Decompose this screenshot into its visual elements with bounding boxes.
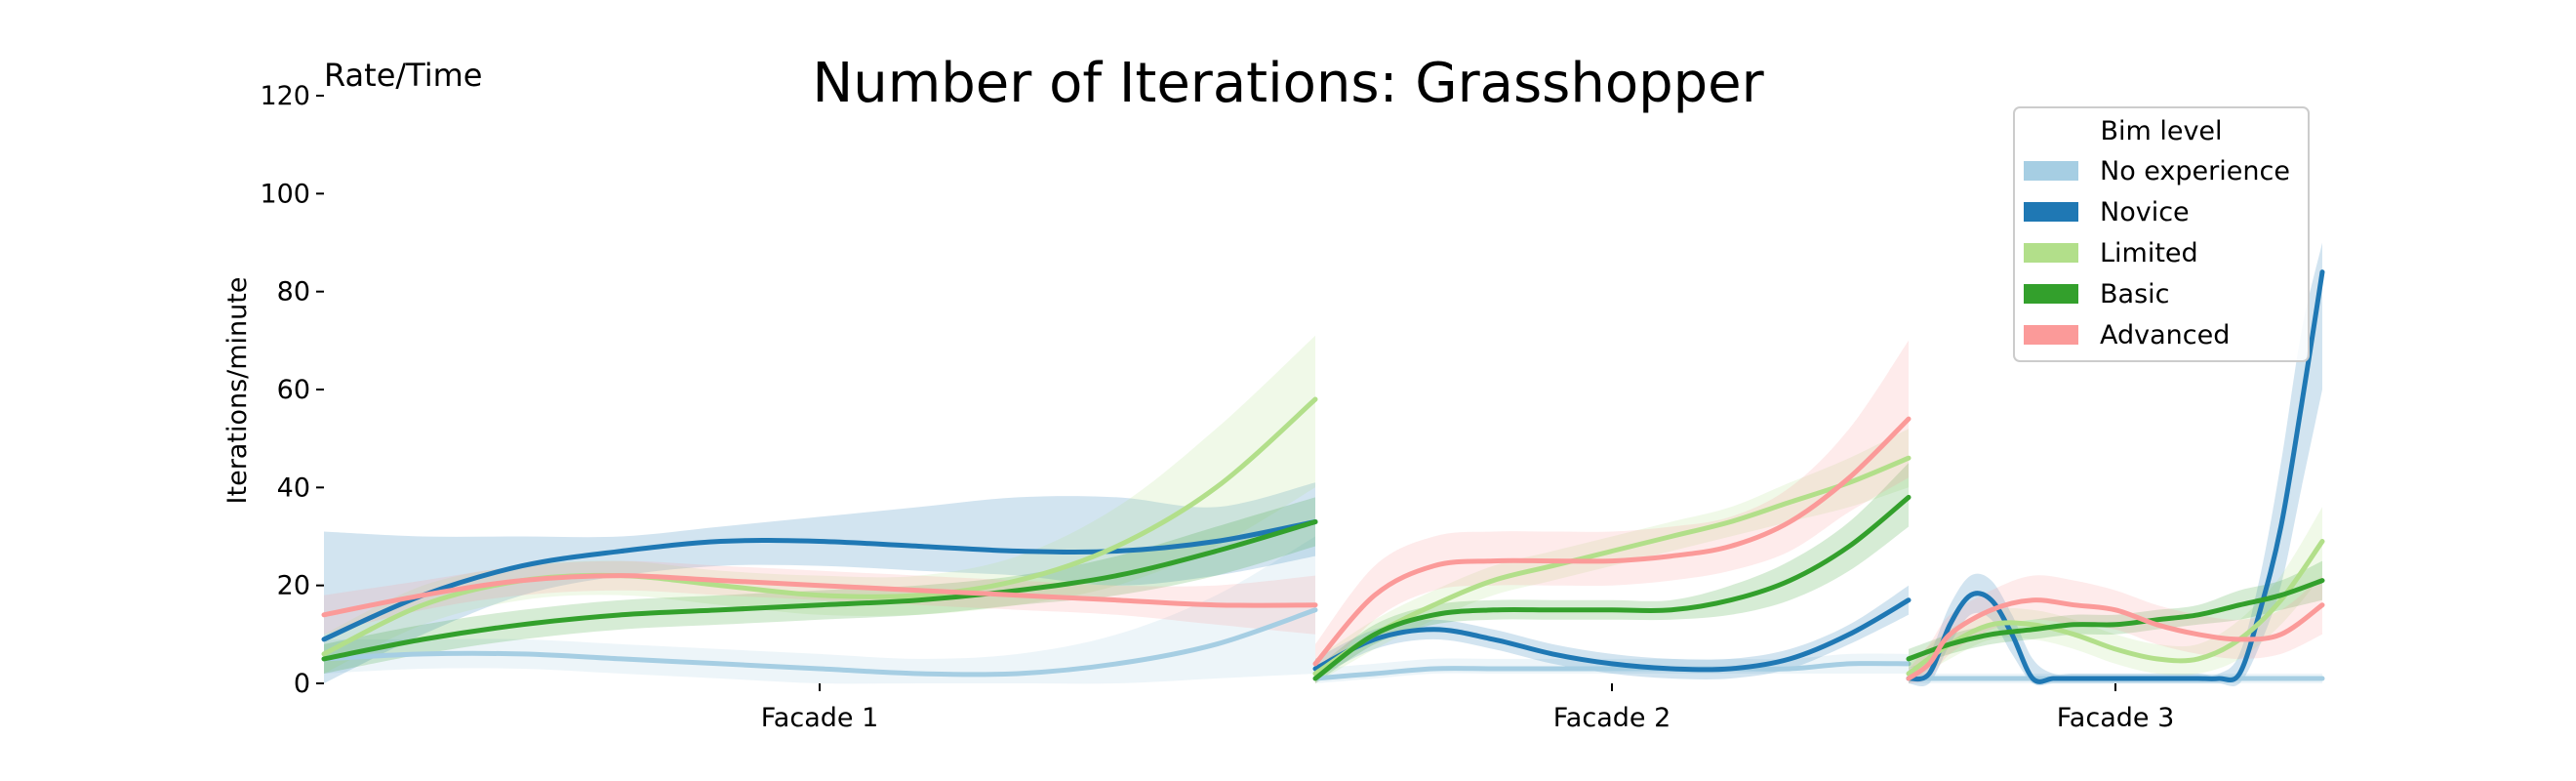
ci-band [1315,340,1909,683]
y-tick-label: 40 [277,473,310,503]
legend-item: Limited [2100,238,2198,268]
legend-swatch [2024,325,2078,345]
y-tick-label: 20 [277,571,310,601]
legend-swatch [2024,202,2078,222]
legend-swatch [2024,243,2078,263]
ci-band [1315,429,1909,683]
legend-item: No experience [2100,156,2290,186]
y-tick-label: 80 [277,277,310,308]
legend-swatch [2024,161,2078,181]
panel-2 [1312,340,1912,683]
series-line [321,573,1318,618]
legend-item: Novice [2100,197,2190,227]
legend: Bim level No experience Novice Limited Basi… [2013,106,2310,362]
legend-title: Bim level [2100,116,2222,146]
series-line [1906,597,2325,681]
legend-item: Basic [2100,279,2169,309]
panel-3 [1906,242,2325,686]
ci-band [324,482,1315,683]
panel-1 [321,335,1318,684]
series-line [1312,455,1912,677]
series-line [1906,539,2325,677]
x-tick-label: Facade 2 [1553,703,1671,733]
series-line [321,519,1318,662]
x-tick-label: Facade 1 [761,703,879,733]
y-tick-label: 100 [260,179,310,209]
legend-item: Advanced [2100,320,2230,350]
corner-label: Rate/Time [324,57,482,94]
ci-band [324,536,1315,684]
legend-frame [2013,106,2310,362]
ci-band [1909,560,2322,669]
series-line [1312,597,1912,673]
ci-band [1315,585,1909,679]
ci-band [324,335,1315,674]
x-axis: Facade 1 Facade 2 Facade 3 [761,683,2175,733]
series-line [1906,269,2325,684]
y-tick-label: 60 [277,375,310,405]
chart-title: Number of Iterations: Grasshopper [812,52,1764,115]
series-line [1312,661,1912,681]
series-line [321,607,1318,678]
series-line [1312,416,1912,667]
y-tick-label: 0 [294,669,310,699]
series-line [1906,578,2325,662]
y-tick-label: 120 [260,81,310,111]
ci-band [324,497,1315,674]
y-axis-title: Iterations/minute [222,277,253,505]
series-line [321,519,1318,642]
y-axis: 0 20 40 60 80 100 120 [260,81,324,699]
ci-band [1315,463,1909,683]
plot-panels [321,242,2325,686]
legend-swatch [2024,284,2078,304]
series-line [1312,494,1912,681]
x-tick-label: Facade 3 [2057,703,2175,733]
